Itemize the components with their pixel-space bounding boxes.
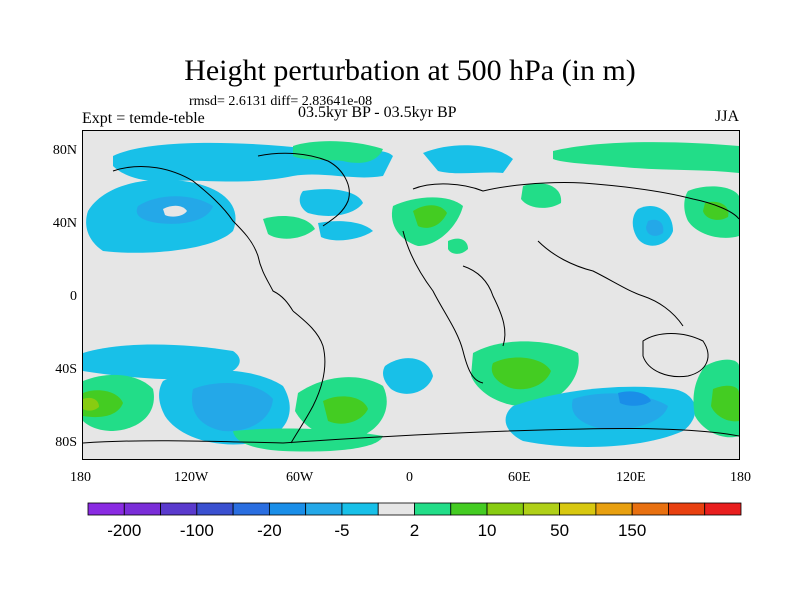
colorbar-swatch	[87, 502, 125, 516]
coastlines	[83, 152, 739, 444]
colorbar-label: 10	[478, 521, 497, 540]
lon-tick-label: 180	[70, 470, 91, 485]
stats-subtitle: rmsd= 2.6131 diff= 2.83641e-08	[189, 94, 373, 109]
colorbar-label: -100	[180, 521, 214, 540]
colorbar-label: 50	[550, 521, 569, 540]
positive-anomaly-area	[703, 201, 729, 220]
colorbar-swatch	[196, 502, 234, 516]
colorbar-swatch	[377, 502, 415, 516]
negative-anomaly-area	[83, 344, 240, 380]
colorbar-swatch	[522, 502, 561, 516]
lon-tick-label: 120E	[616, 470, 646, 485]
map-canvas	[83, 131, 739, 459]
positive-anomaly-area	[263, 216, 315, 239]
colorbar-swatch	[268, 502, 307, 516]
period-subtitle: 03.5kyr BP - 03.5kyr BP	[298, 104, 457, 121]
positive-anomaly-area	[553, 142, 739, 173]
negative-anomaly-area	[318, 221, 373, 241]
positive-anomaly-area	[521, 183, 562, 208]
colorbar-label: -5	[334, 521, 349, 540]
colorbar-swatch	[160, 502, 198, 516]
colorbar-swatch	[559, 502, 597, 516]
colorbar-label: -20	[257, 521, 282, 540]
colorbar-label: -200	[107, 521, 141, 540]
positive-anomaly-area	[711, 385, 739, 422]
negative-anomaly-area	[618, 391, 651, 406]
negative-anomaly-area	[423, 145, 513, 174]
lon-tick-label: 180	[730, 470, 751, 485]
colorbar-canvas: -200 -100 -20 -5 2 10 50 150	[87, 502, 742, 540]
colorbar-swatch	[341, 502, 379, 516]
positive-anomaly-area	[448, 238, 468, 254]
colorbar-swatch	[631, 502, 669, 516]
season-subtitle: JJA	[715, 108, 740, 125]
positive-anomaly-area	[491, 357, 551, 390]
lon-tick-label: 120W	[174, 470, 209, 485]
lat-tick-label: 80N	[52, 143, 77, 158]
negative-anomaly-area	[191, 383, 273, 432]
lat-tick-label: 0	[70, 289, 77, 304]
negative-anomaly-area	[299, 189, 363, 216]
positive-anomaly-area	[83, 390, 123, 418]
colorbar-swatch	[123, 502, 161, 516]
lon-tick-label: 0	[406, 470, 413, 485]
neutral-area	[163, 205, 187, 217]
colorbar-swatch	[704, 502, 742, 516]
positive-anomaly-area	[83, 397, 99, 411]
lon-tick-label: 60E	[508, 470, 531, 485]
positive-anomaly-area	[233, 428, 383, 452]
lat-tick-label: 80S	[55, 435, 77, 450]
colorbar-swatch	[486, 502, 524, 516]
colorbar-label: 150	[618, 521, 646, 540]
experiment-subtitle: Expt = temde-teble	[82, 110, 205, 127]
colorbar-swatch	[450, 502, 488, 516]
colorbar-swatch	[595, 502, 633, 516]
colorbar-swatch	[305, 502, 343, 516]
lat-tick-label: 40N	[52, 216, 77, 231]
colorbar-swatch	[232, 502, 270, 516]
map-panel	[82, 130, 740, 460]
positive-anomaly-area	[323, 396, 368, 424]
negative-anomaly-area	[383, 358, 433, 394]
negative-anomaly-area	[646, 219, 664, 236]
colorbar-swatch	[668, 502, 706, 516]
colorbar-label: 2	[410, 521, 419, 540]
positive-anomaly-area	[413, 205, 447, 228]
positive-anomaly-area	[293, 141, 383, 163]
colorbar: -200 -100 -20 -5 2 10 50 150	[87, 502, 742, 546]
lon-tick-label: 60W	[286, 470, 314, 485]
map-title: Height perturbation at 500 hPa (in m)	[184, 54, 636, 87]
lat-tick-label: 40S	[55, 362, 77, 377]
colorbar-swatch	[414, 502, 452, 516]
